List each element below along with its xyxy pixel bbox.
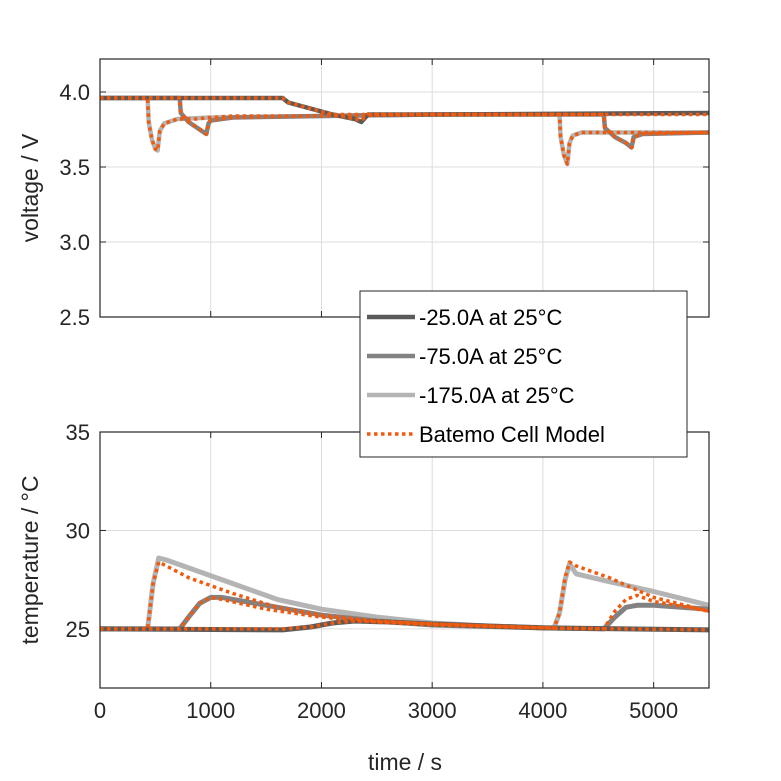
y-tick-label: 30	[66, 518, 90, 543]
model-series-line	[100, 593, 709, 631]
x-tick-label: 1000	[186, 698, 235, 723]
legend-label: -175.0A at 25°C	[419, 383, 575, 408]
x-tick-label: 0	[94, 698, 106, 723]
temperature-y-label: temperature / °C	[17, 476, 43, 645]
y-tick-label: 35	[66, 420, 90, 445]
y-tick-label: 3.5	[59, 155, 90, 180]
x-tick-label: 3000	[408, 698, 457, 723]
legend: -25.0A at 25°C -75.0A at 25°C -175.0A at 2…	[359, 290, 688, 458]
y-tick-label: 4.0	[59, 80, 90, 105]
temperature-axes: 0 1000 2000 3000 4000 5000 25 30 35	[66, 420, 710, 723]
model-series-line	[100, 96, 709, 123]
plot-area	[100, 59, 709, 317]
legend-label: -25.0A at 25°C	[419, 305, 562, 330]
y-tick-label: 25	[66, 617, 90, 642]
x-axis-label: time / s	[368, 749, 442, 775]
x-tick-label: 4000	[518, 698, 567, 723]
voltage-axes: 2.5 3.0 3.5 4.0	[59, 58, 710, 330]
plot-area	[100, 432, 709, 688]
legend-label: Batemo Cell Model	[419, 422, 605, 447]
y-tick-label: 3.0	[59, 230, 90, 255]
x-tick-label: 2000	[297, 698, 346, 723]
model-series-line	[100, 96, 709, 150]
voltage-y-label: voltage / V	[17, 133, 43, 242]
model-series-line	[100, 619, 709, 632]
measured-series-line	[100, 555, 709, 632]
x-tick-label: 5000	[629, 698, 678, 723]
legend-label: -75.0A at 25°C	[419, 344, 562, 369]
model-series-line	[100, 560, 709, 631]
y-tick-label: 2.5	[59, 305, 90, 330]
